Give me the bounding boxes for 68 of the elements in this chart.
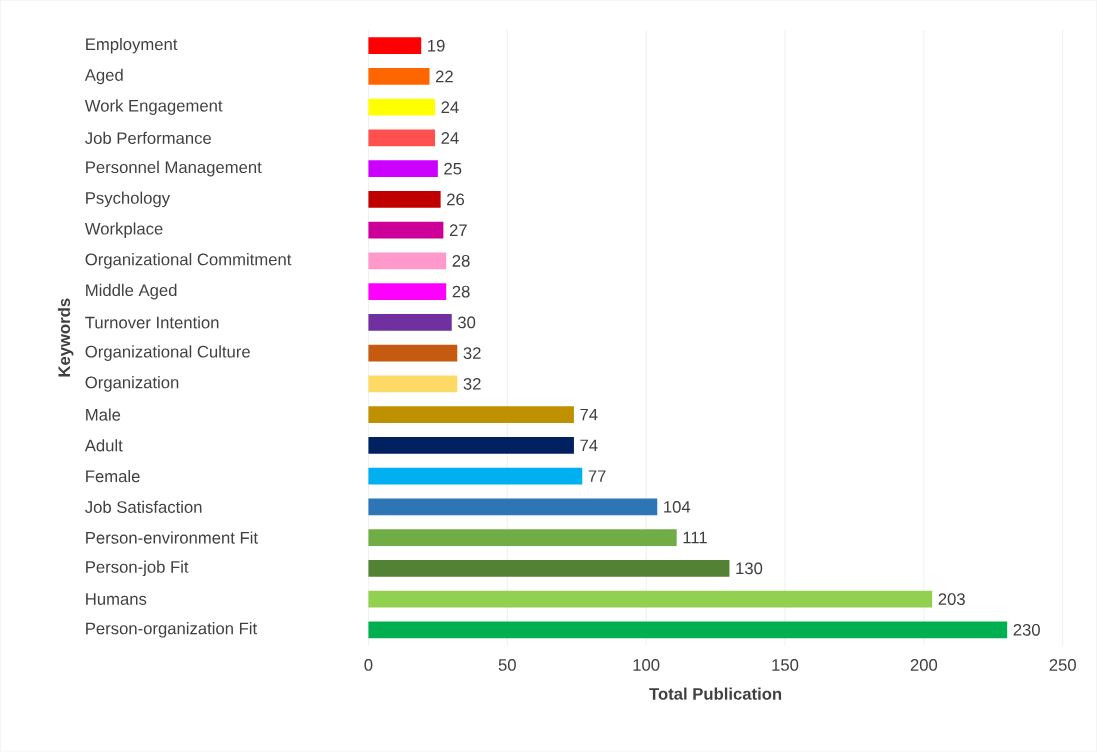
data-label: 28: [452, 255, 470, 268]
y-tick-label: Person-organization Fit: [86, 622, 258, 638]
bar: [368, 191, 441, 208]
y-tick-label: Job Performance: [85, 132, 211, 145]
y-tick-label: Male: [86, 408, 121, 421]
data-label: 104: [664, 501, 691, 513]
y-tick-label: Organization: [85, 376, 179, 392]
data-label: 230: [1013, 624, 1040, 636]
bar: [368, 529, 677, 547]
bar: [368, 345, 458, 362]
y-axis-title: Keywords: [57, 298, 74, 377]
data-label: 22: [435, 70, 453, 83]
bar: [368, 375, 458, 393]
data-label: 203: [938, 593, 965, 606]
y-tick-label: Person-environment Fit: [86, 531, 258, 544]
y-tick-label: Aged: [84, 68, 123, 85]
data-label: 25: [444, 162, 462, 175]
x-tick-label: 50: [498, 659, 516, 672]
data-label: 130: [736, 562, 763, 575]
x-tick-label: 250: [1049, 659, 1076, 672]
bar: [368, 99, 436, 116]
bar: [368, 283, 447, 301]
bar: [368, 129, 436, 147]
bar: [368, 621, 1008, 639]
data-label: 19: [428, 40, 445, 52]
bar: [368, 222, 444, 239]
y-tick-label: Adult: [84, 439, 123, 452]
data-label: 27: [449, 224, 467, 237]
bar: [368, 406, 574, 424]
y-tick-label: Job Satisfaction: [85, 500, 202, 514]
data-label: 77: [588, 470, 606, 483]
data-label: 32: [463, 347, 481, 360]
y-tick-label: Personnel Management: [86, 161, 262, 177]
x-tick-label: 150: [772, 659, 799, 672]
bar: [368, 252, 447, 270]
y-tick-label: Humans: [86, 593, 147, 606]
bar: [368, 160, 438, 178]
bar: [368, 37, 422, 55]
data-label: 32: [463, 378, 481, 391]
bar: [368, 437, 574, 454]
x-tick-label: 0: [364, 659, 373, 672]
data-label: 74: [580, 409, 598, 421]
bar: [368, 468, 583, 485]
bar: [368, 560, 730, 577]
bar: [368, 590, 933, 608]
data-label: 24: [441, 132, 459, 144]
y-tick-label: Organizational Commitment: [85, 253, 292, 269]
data-label: 28: [452, 285, 470, 298]
x-axis-title: Total Publication: [649, 687, 782, 701]
y-tick-label: Work Engagement: [84, 99, 223, 116]
bar: [368, 68, 430, 85]
y-tick-label: Turnover Intention: [85, 316, 219, 329]
data-label: 30: [457, 316, 476, 329]
y-tick-label: Psychology: [86, 191, 171, 208]
x-tick-label: 200: [910, 659, 938, 672]
y-tick-label: Person-job Fit: [86, 560, 189, 577]
y-tick-label: Middle Aged: [86, 284, 177, 300]
x-tick-label: 100: [633, 659, 660, 672]
y-tick-label: Organizational Culture: [85, 345, 250, 362]
y-tick-label: Female: [86, 470, 140, 483]
y-tick-label: Workplace: [84, 222, 163, 239]
data-label: 26: [447, 193, 465, 206]
bar: [368, 498, 658, 516]
data-label: 24: [441, 101, 459, 114]
bar: [368, 314, 452, 331]
data-label: 111: [683, 532, 707, 544]
y-tick-label: Employment: [86, 38, 178, 54]
data-label: 74: [580, 439, 598, 452]
